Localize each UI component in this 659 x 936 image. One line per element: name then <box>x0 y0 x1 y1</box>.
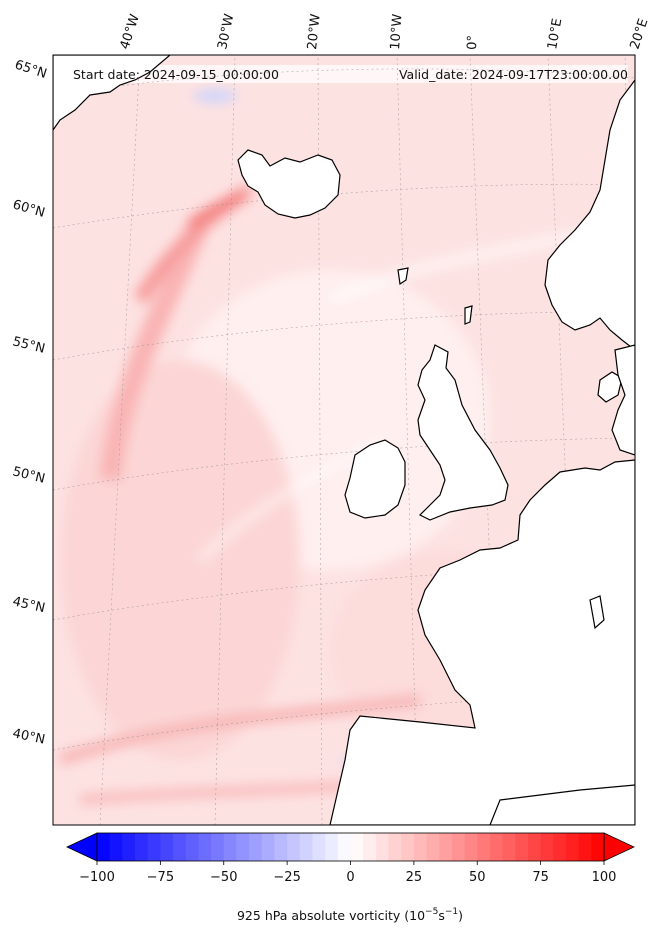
lon-label: 10°W <box>388 13 405 50</box>
colorbar-cell <box>325 833 339 861</box>
colorbar-cell <box>97 833 111 861</box>
lat-label: 60°N <box>11 197 47 220</box>
colorbar-cell <box>527 833 542 861</box>
colorbar-cell <box>464 833 478 861</box>
colorbar-cell <box>287 833 301 861</box>
colorbar-cell <box>375 833 389 861</box>
lat-label: 65°N <box>13 58 49 82</box>
colorbar-cell <box>261 833 275 861</box>
lat-label: 40°N <box>11 726 46 747</box>
colorbar-cell <box>426 833 440 861</box>
lat-label: 55°N <box>11 334 46 356</box>
start-date-label: Start date: 2024-09-15_00:00:00 <box>73 67 279 82</box>
colorbar-tick-label: 75 <box>532 870 549 885</box>
colorbar-cell <box>591 833 605 861</box>
colorbar-cell <box>363 833 377 861</box>
colorbar-cell <box>489 833 504 861</box>
colorbar-tick-label: 100 <box>592 870 617 885</box>
colorbar-cell <box>413 833 427 861</box>
lon-label: 20°E <box>628 17 652 51</box>
colorbar-cell <box>274 833 288 861</box>
colorbar-tick-label: 0 <box>346 870 354 885</box>
colorbar-tick-label: −50 <box>210 870 237 885</box>
colorbar-cell <box>578 833 592 861</box>
colorbar-ticks: −100 −75 −50 −25 0 25 50 75 100 <box>79 861 616 885</box>
colorbar-cell <box>185 833 199 861</box>
colorbar-cell <box>451 833 465 861</box>
colorbar-min-extend <box>66 832 98 862</box>
lon-label: 0° <box>465 35 481 50</box>
colorbar-cell <box>565 833 580 861</box>
colorbar-cell <box>299 833 313 861</box>
colorbar-cell <box>439 833 453 861</box>
colorbar-cell <box>223 833 237 861</box>
colorbar-cell <box>135 833 149 861</box>
colorbar-cell <box>122 833 136 861</box>
colorbar-tick-label: 50 <box>469 870 486 885</box>
valid-date-label: Valid_date: 2024-09-17T23:00:00.00 <box>399 67 628 82</box>
colorbar-cell <box>515 833 529 861</box>
latitude-labels: 65°N 60°N 55°N 50°N 45°N 40°N <box>11 58 49 748</box>
colorbar-cell <box>173 833 187 861</box>
colorbar-tick-label: −25 <box>273 870 300 885</box>
colorbar-cell <box>160 833 174 861</box>
colorbar-tick-label: −75 <box>147 870 174 885</box>
vorticity-field <box>53 55 635 825</box>
colorbar-cell <box>147 833 161 861</box>
map-frame <box>52 54 636 826</box>
colorbar-title: 925 hPa absolute vorticity (10−5s−1) <box>237 907 463 923</box>
map-header: Start date: 2024-09-15_00:00:00 Valid_da… <box>73 67 628 82</box>
colorbar: −100 −75 −50 −25 0 25 50 75 100 925 hPa absolute… <box>66 832 635 923</box>
longitude-labels: 40°W 30°W 20°W 10°W 0° 10°E 20°E <box>118 12 652 51</box>
colorbar-tick-label: −100 <box>79 870 115 885</box>
lat-label: 45°N <box>11 594 46 616</box>
lat-label: 50°N <box>11 464 46 486</box>
colorbar-cell <box>236 833 250 861</box>
colorbar-cell <box>502 833 516 861</box>
lon-label: 40°W <box>118 12 143 51</box>
colorbar-tick-label: 25 <box>406 870 423 885</box>
colorbar-max-extend <box>603 832 635 862</box>
colorbar-cell <box>198 833 212 861</box>
colorbar-cell <box>211 833 225 861</box>
lon-label: 30°W <box>215 12 237 50</box>
colorbar-cell <box>249 833 263 861</box>
colorbar-cell <box>388 833 402 861</box>
lon-label: 20°W <box>305 13 324 50</box>
colorbar-cell <box>401 833 415 861</box>
colorbar-cell <box>337 833 351 861</box>
colorbar-cell <box>109 833 123 861</box>
colorbar-cell <box>350 833 364 861</box>
colorbar-cell <box>312 833 326 861</box>
lon-label: 10°E <box>545 17 565 50</box>
colorbar-cell <box>540 833 554 861</box>
colorbar-cell <box>553 833 567 861</box>
coastlines <box>53 55 635 825</box>
colorbar-cell <box>477 833 491 861</box>
colorbar-cells <box>97 833 605 861</box>
